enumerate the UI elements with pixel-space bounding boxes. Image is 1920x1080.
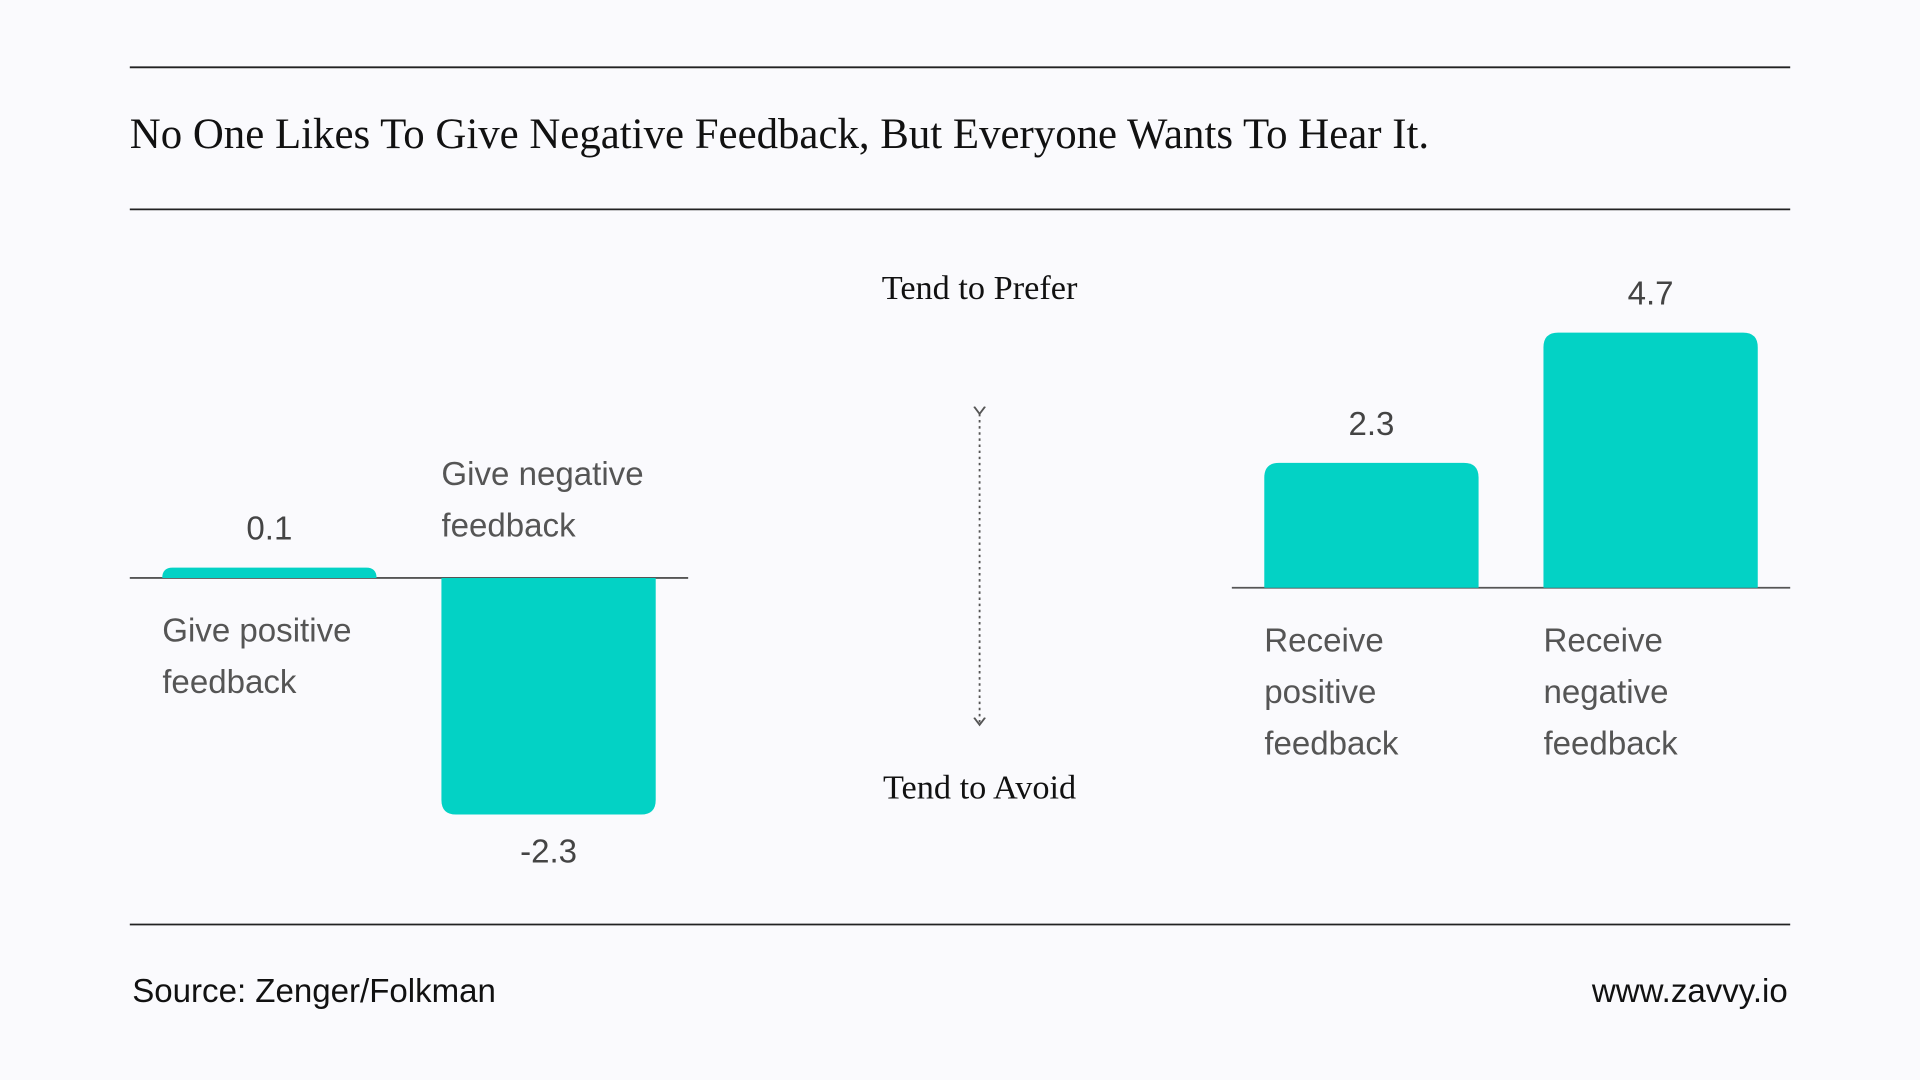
category-label: Give positive feedback (162, 612, 352, 701)
category-label: Give negative feedback (441, 455, 644, 544)
bar (162, 567, 377, 578)
value-label: -2.3 (520, 833, 577, 870)
category-label-text: Receive positive feedback (1264, 622, 1399, 762)
category-label-text: Give negative feedback (441, 455, 644, 544)
website: www.zavvy.io (1591, 973, 1788, 1010)
bar (1543, 332, 1758, 588)
category-label: Receive positive feedback (1264, 622, 1399, 762)
value-label: 4.7 (1628, 276, 1674, 313)
annotation: Tend to Avoid (883, 768, 1077, 807)
category-label-text: Give positive feedback (162, 612, 352, 701)
bar (441, 577, 656, 815)
category-label: Receive negative feedback (1543, 622, 1678, 762)
source: Source: Zenger/Folkman (132, 973, 496, 1010)
annotation-text: Tend to Prefer (881, 269, 1078, 308)
bar (1264, 462, 1479, 588)
annotation-text: Tend to Avoid (883, 768, 1077, 807)
annotation: Tend to Prefer (881, 269, 1078, 308)
value-label: 0.1 (246, 511, 292, 548)
chart-title: No One Likes To Give Negative Feedback, … (130, 111, 1429, 158)
category-label-text: Receive negative feedback (1543, 622, 1678, 762)
value-label: 2.3 (1348, 406, 1394, 443)
